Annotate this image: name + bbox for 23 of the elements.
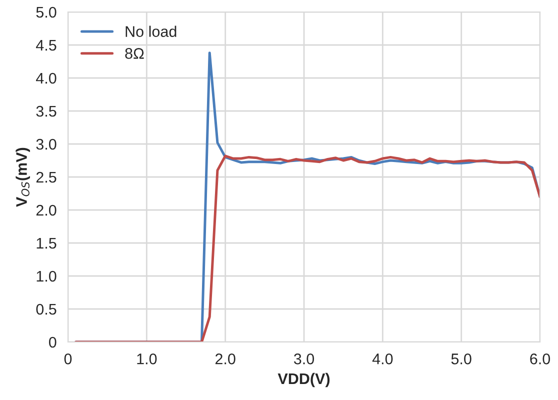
- y-axis-title: V$_{OS}$(mV): [16, 148, 30, 207]
- y-tick-label: 4.5: [36, 40, 56, 51]
- y-tick-label: 2.5: [36, 172, 56, 183]
- line-series: [74, 154, 540, 342]
- legend-label: 8Ω: [125, 48, 144, 59]
- y-tick-label: 4.0: [36, 72, 56, 84]
- y-tick-label: 5.0: [36, 6, 56, 18]
- x-tick-label: 6.0: [530, 354, 550, 364]
- x-tick-label: 1.0: [137, 354, 157, 364]
- y-tick-label: 1.5: [36, 238, 56, 249]
- x-tick-label: 5.0: [451, 354, 472, 364]
- y-tick-label: 1.0: [36, 270, 56, 282]
- x-tick-label: 3.0: [294, 354, 314, 364]
- x-axis-title: VDD(V): [278, 372, 330, 388]
- x-tick-label: 4.0: [372, 354, 393, 364]
- legend-label: No load: [126, 26, 176, 37]
- x-tick-label: 0: [64, 354, 72, 364]
- y-tick-label: 2.0: [36, 204, 56, 216]
- y-tick-label: 0: [48, 336, 56, 348]
- y-tick-label: 0.5: [36, 304, 56, 315]
- y-tick-label: 3.5: [36, 106, 56, 117]
- x-tick-label: 2.0: [215, 354, 236, 364]
- y-tick-label: 3.0: [36, 138, 56, 150]
